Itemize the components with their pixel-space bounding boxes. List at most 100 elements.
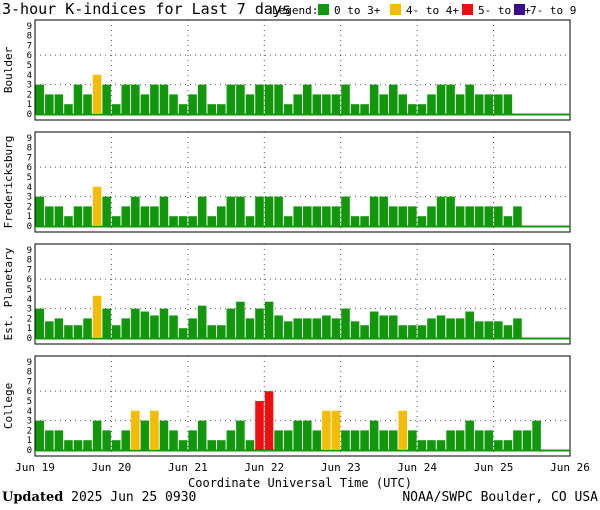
bar bbox=[417, 325, 427, 338]
bar bbox=[54, 94, 64, 114]
bar bbox=[121, 318, 131, 338]
bar bbox=[274, 84, 283, 114]
panel-0-ytick: 8 bbox=[27, 32, 32, 42]
panel-3-ytick: 4 bbox=[27, 407, 32, 417]
bar bbox=[446, 196, 455, 226]
bar bbox=[427, 440, 436, 450]
bar bbox=[513, 430, 522, 450]
panel-2-ytick: 4 bbox=[27, 295, 32, 305]
panel-1-ytick: 0 bbox=[27, 222, 32, 232]
bar bbox=[169, 315, 178, 338]
bar bbox=[64, 104, 73, 114]
bar bbox=[150, 315, 159, 338]
panel-3-ytick: 8 bbox=[27, 368, 32, 378]
bar bbox=[64, 440, 73, 450]
panel-2-ytick: 0 bbox=[27, 334, 32, 344]
bar bbox=[388, 206, 398, 226]
x-tick-label: Jun 23 bbox=[321, 461, 361, 474]
bar bbox=[245, 318, 255, 338]
bar bbox=[159, 420, 169, 450]
chart-title: 3-hour K-indices for Last 7 days bbox=[2, 0, 291, 18]
legend-swatch-3 bbox=[514, 4, 525, 15]
bar bbox=[303, 206, 312, 226]
bar bbox=[131, 84, 140, 114]
panel-0-ytick: 4 bbox=[27, 71, 32, 81]
bar bbox=[197, 305, 207, 338]
bar bbox=[350, 430, 360, 450]
bar bbox=[111, 104, 121, 114]
legend-entry-0: 0 to 3+ bbox=[334, 4, 381, 17]
bar bbox=[283, 104, 293, 114]
bar bbox=[465, 206, 474, 226]
bar bbox=[131, 308, 140, 338]
bar bbox=[474, 94, 484, 114]
x-tick-label: Jun 19 bbox=[15, 461, 55, 474]
bar bbox=[427, 206, 436, 226]
panel-2-ytick: 6 bbox=[27, 275, 32, 285]
bar bbox=[264, 84, 274, 114]
panel-1-ytick: 9 bbox=[27, 134, 32, 144]
panel-1-ytick: 8 bbox=[27, 144, 32, 154]
panel-0-ytick: 7 bbox=[27, 41, 32, 51]
bar bbox=[255, 308, 264, 338]
bar bbox=[35, 308, 45, 338]
bar bbox=[159, 196, 169, 226]
bar bbox=[54, 430, 64, 450]
bar bbox=[455, 94, 465, 114]
x-tick-label: Jun 20 bbox=[92, 461, 132, 474]
bar bbox=[427, 94, 436, 114]
updated-value: 2025 Jun 25 0930 bbox=[71, 490, 197, 505]
panel-label-1: Fredericksburg bbox=[2, 136, 15, 229]
bar bbox=[140, 420, 150, 450]
panel-0-ytick: 5 bbox=[27, 61, 32, 71]
panel-1-ytick: 3 bbox=[27, 193, 32, 203]
bar bbox=[513, 206, 522, 226]
bar bbox=[360, 430, 369, 450]
panel-3-ytick: 3 bbox=[27, 417, 32, 427]
bar bbox=[73, 325, 83, 338]
bar bbox=[140, 206, 150, 226]
bar bbox=[503, 216, 513, 226]
bar bbox=[283, 430, 293, 450]
panel-0-ytick: 6 bbox=[27, 51, 32, 61]
bar bbox=[312, 94, 322, 114]
bar bbox=[465, 311, 474, 338]
panel-2-ytick: 1 bbox=[27, 324, 32, 334]
bar bbox=[255, 400, 264, 450]
panel-label-3: College bbox=[2, 383, 15, 429]
bar bbox=[484, 321, 494, 338]
bar bbox=[226, 196, 236, 226]
bar bbox=[322, 315, 331, 338]
bar bbox=[35, 420, 45, 450]
bar bbox=[207, 325, 217, 338]
bar bbox=[398, 410, 408, 450]
bar bbox=[436, 440, 446, 450]
x-axis-label: Coordinate Universal Time (UTC) bbox=[188, 476, 412, 490]
bar bbox=[236, 420, 245, 450]
bar bbox=[73, 206, 83, 226]
bar bbox=[436, 84, 446, 114]
bar bbox=[226, 84, 236, 114]
bar bbox=[417, 440, 427, 450]
x-tick-label: Jun 25 bbox=[474, 461, 514, 474]
bar bbox=[217, 206, 226, 226]
panel-3-ytick: 0 bbox=[27, 446, 32, 456]
bar bbox=[188, 216, 197, 226]
bar bbox=[207, 216, 217, 226]
bar bbox=[522, 430, 532, 450]
bar bbox=[494, 321, 503, 338]
bar bbox=[188, 94, 197, 114]
bar bbox=[92, 295, 102, 338]
x-tick-label: Jun 21 bbox=[168, 461, 208, 474]
bar bbox=[446, 430, 455, 450]
bar bbox=[360, 104, 369, 114]
legend-swatch-2 bbox=[462, 4, 473, 15]
bar bbox=[178, 104, 188, 114]
bar bbox=[92, 186, 102, 226]
panel-2-ytick: 7 bbox=[27, 265, 32, 275]
bar bbox=[64, 325, 73, 338]
bar bbox=[331, 206, 341, 226]
bar bbox=[140, 94, 150, 114]
bar bbox=[388, 430, 398, 450]
panel-3-ytick: 5 bbox=[27, 397, 32, 407]
